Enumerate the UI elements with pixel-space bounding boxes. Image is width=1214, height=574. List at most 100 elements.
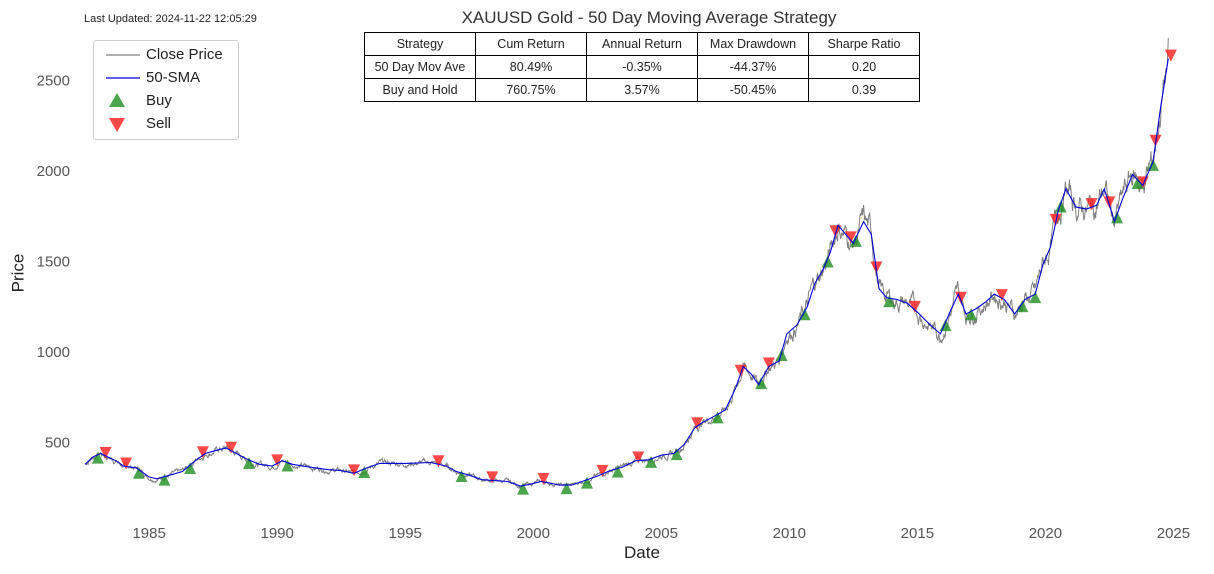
last-updated-text: Last Updated: 2024-11-22 12:05:29 xyxy=(84,13,257,25)
stats-row: 50 Day Mov Ave 80.49% -0.35% -44.37% 0.2… xyxy=(364,55,920,79)
sma-line-swatch xyxy=(106,77,140,79)
y-tick-label: 1000 xyxy=(37,344,70,361)
sell-marker xyxy=(995,289,1008,302)
header-cell: Sharpe Ratio xyxy=(808,32,920,56)
y-axis-label: Price xyxy=(8,253,28,293)
buy-marker xyxy=(883,295,896,308)
legend-label: 50-SMA xyxy=(146,69,201,86)
close-price-path xyxy=(84,38,1169,490)
legend-label: Buy xyxy=(146,92,172,109)
buy-marker xyxy=(158,473,171,486)
sell-marker xyxy=(196,446,209,459)
sell-marker xyxy=(1164,49,1177,62)
legend-label: Sell xyxy=(146,115,172,132)
buy-marker xyxy=(611,465,624,478)
sell-marker xyxy=(432,455,445,468)
buy-marker xyxy=(91,451,104,464)
x-tick-label: 2025 xyxy=(1157,525,1190,542)
sell-marker xyxy=(734,364,747,377)
x-axis-label: Date xyxy=(624,543,660,562)
sell-marker xyxy=(632,451,645,464)
chart-legend: Close Price 50-SMA Buy Sell xyxy=(93,40,239,140)
buy-marker xyxy=(581,476,594,489)
y-tick-label: 2500 xyxy=(37,72,70,89)
y-tick-label: 1500 xyxy=(37,253,70,270)
sell-marker xyxy=(908,300,921,313)
buy-marker xyxy=(849,234,862,247)
sell-marker xyxy=(1049,213,1062,226)
sell-marker xyxy=(844,231,857,244)
sell-marker xyxy=(486,471,499,484)
y-tick-label: 500 xyxy=(45,435,70,452)
sma-line xyxy=(84,58,1169,487)
legend-item-close: Close Price xyxy=(94,43,238,67)
legend-item-buy: Buy xyxy=(94,89,238,113)
sell-marker xyxy=(99,446,112,459)
sell-marker xyxy=(348,464,360,477)
sell-marker xyxy=(691,417,704,430)
table-cell: 0.20 xyxy=(808,55,920,79)
buy-marker xyxy=(243,456,256,469)
buy-marker xyxy=(281,459,294,472)
header-cell: Cum Return xyxy=(475,32,587,56)
table-cell: 80.49% xyxy=(475,55,587,79)
buy-marker xyxy=(670,448,683,461)
table-cell: 50 Day Mov Ave xyxy=(364,55,476,79)
buy-marker xyxy=(755,377,768,390)
buy-marker xyxy=(132,466,145,479)
x-tick-label: 2005 xyxy=(645,525,678,542)
x-axis-ticks: 1985 1990 1995 2000 2005 2010 2015 2020 2025 xyxy=(132,525,1190,542)
table-cell: -0.35% xyxy=(586,55,698,79)
y-tick-label: 2000 xyxy=(37,163,70,180)
legend-item-sell: Sell xyxy=(94,112,238,136)
buy-marker xyxy=(1054,200,1067,213)
buy-marker xyxy=(775,349,788,362)
buy-triangle-icon xyxy=(109,93,125,107)
sell-marker xyxy=(537,472,550,485)
x-tick-label: 1990 xyxy=(260,525,293,542)
buy-markers xyxy=(91,158,1159,495)
y-axis-ticks: 500 1000 1500 2000 2500 xyxy=(37,72,70,451)
x-tick-label: 1995 xyxy=(389,525,422,542)
buy-marker xyxy=(1131,176,1144,189)
buy-marker xyxy=(358,466,371,479)
buy-marker xyxy=(560,482,573,495)
sell-marker xyxy=(596,464,609,477)
table-cell: 760.75% xyxy=(475,78,587,102)
x-tick-label: 2000 xyxy=(517,525,550,542)
close-price-line xyxy=(84,38,1169,490)
sell-marker xyxy=(120,457,133,470)
stats-table: Strategy Cum Return Annual Return Max Dr… xyxy=(364,32,920,102)
buy-marker xyxy=(1029,291,1042,304)
buy-marker xyxy=(645,455,658,468)
chart-title: XAUUSD Gold - 50 Day Moving Average Stra… xyxy=(461,8,837,27)
buy-marker xyxy=(1016,300,1029,313)
x-tick-label: 2015 xyxy=(901,525,934,542)
sell-marker xyxy=(1103,196,1116,209)
buy-marker xyxy=(711,411,724,424)
header-cell: Max Drawdown xyxy=(697,32,809,56)
stats-row: Buy and Hold 760.75% 3.57% -50.45% 0.39 xyxy=(364,78,920,102)
table-cell: Buy and Hold xyxy=(364,78,476,102)
table-cell: -50.45% xyxy=(697,78,809,102)
close-line-swatch xyxy=(106,54,140,56)
buy-marker xyxy=(455,469,468,482)
buy-marker xyxy=(517,482,530,495)
table-cell: 0.39 xyxy=(808,78,920,102)
table-cell: 3.57% xyxy=(586,78,698,102)
sell-markers xyxy=(99,49,1177,485)
legend-label: Close Price xyxy=(146,46,223,63)
buy-marker xyxy=(184,462,197,475)
sma-polyline xyxy=(84,58,1169,487)
header-cell: Strategy xyxy=(364,32,476,56)
sell-marker xyxy=(829,225,842,238)
x-tick-label: 2010 xyxy=(773,525,806,542)
sell-marker xyxy=(762,357,775,370)
buy-marker xyxy=(965,308,978,321)
x-tick-label: 1985 xyxy=(132,525,165,542)
sell-marker xyxy=(225,441,238,454)
x-tick-label: 2020 xyxy=(1029,525,1062,542)
sell-marker xyxy=(1085,198,1098,211)
stats-header-row: Strategy Cum Return Annual Return Max Dr… xyxy=(364,32,920,56)
